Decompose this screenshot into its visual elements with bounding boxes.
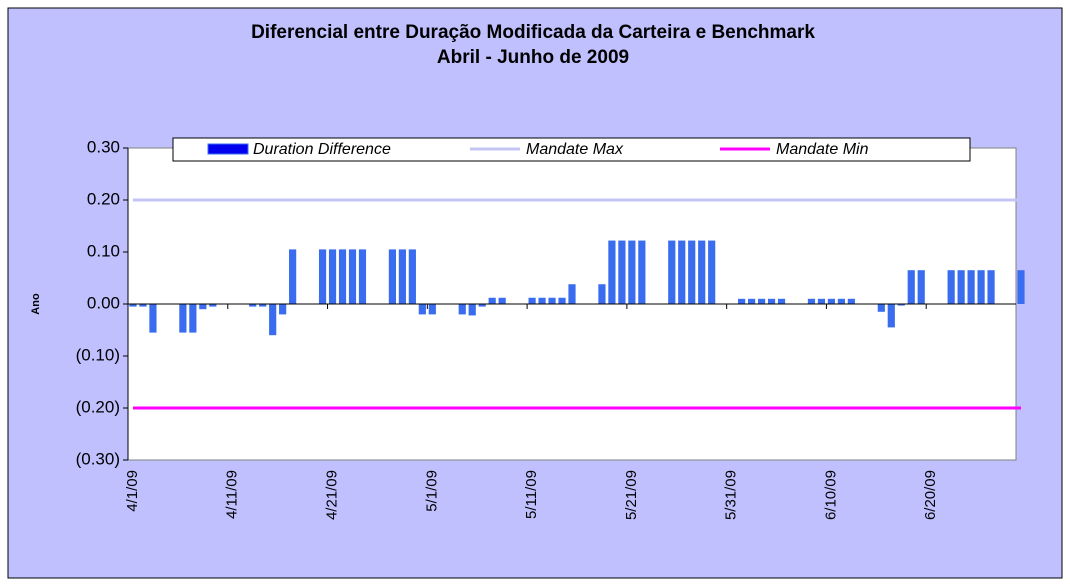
bar [149,304,157,333]
bar [817,298,826,304]
bar [967,270,975,304]
bar [129,304,137,307]
bar [199,304,207,310]
bar [738,298,746,304]
bar [608,240,616,304]
legend-label: Mandate Max [526,141,624,158]
x-tick-label: 5/11/09 [523,470,540,519]
bar [907,270,915,304]
x-tick-label: 6/20/09 [922,470,939,520]
bar [279,304,287,315]
x-tick-label: 4/21/09 [324,470,341,520]
bar [358,249,367,304]
bar [957,270,965,304]
bar [987,270,995,304]
y-tick-label: (0.30) [76,449,120,468]
bar [678,240,686,304]
bar [468,304,476,316]
bar [568,284,576,304]
bar [947,270,955,304]
bar [418,304,426,315]
bar [528,297,536,304]
bar [488,297,496,304]
bar [777,298,786,304]
bar [398,249,406,304]
bar [328,249,337,304]
bar [498,297,506,304]
bar [179,304,187,333]
y-tick-label: 0.10 [87,241,120,260]
bar [318,249,327,304]
bar [827,298,836,304]
bar [668,240,676,304]
bar [887,304,895,328]
bar [269,304,277,336]
bar [708,240,716,304]
x-tick-label: 6/10/09 [822,470,839,520]
legend-label: Duration Difference [253,141,391,158]
legend [172,137,971,162]
bar [249,304,257,307]
bar [767,298,776,304]
y-tick-label: 0.30 [87,137,120,156]
legend-label: Mandate Min [776,141,869,158]
bar [348,249,357,304]
chart-title: Diferencial entre Duração Modificada da … [251,22,815,43]
bar [757,298,766,304]
bar [209,304,217,307]
bar [259,304,267,307]
bar [847,298,855,304]
bar [598,284,606,304]
y-tick-label: 0.20 [87,189,120,208]
bar [897,304,905,306]
bar [917,270,925,304]
y-tick-label: (0.20) [76,397,120,416]
chart-subtitle: Abril - Junho de 2009 [437,47,629,68]
bar [638,240,646,304]
bar [139,304,147,307]
bar [428,304,436,315]
y-axis-label: Ano [30,293,42,315]
bar [877,304,885,312]
bar [388,249,396,304]
bar [478,304,486,307]
bar [189,304,197,333]
bar [558,297,566,304]
x-tick-label: 4/1/09 [124,470,141,512]
bar [698,240,706,304]
bar [548,297,556,304]
bar [748,298,756,304]
bar [837,298,845,304]
bar [1017,270,1025,304]
bar [289,249,297,304]
x-tick-label: 5/31/09 [723,470,740,520]
x-tick-label: 5/1/09 [423,470,440,512]
x-tick-label: 4/11/09 [224,470,241,519]
bar [618,240,626,304]
legend-swatch [207,143,249,155]
y-tick-label: (0.10) [76,345,120,364]
bar [458,304,466,315]
bar [807,298,816,304]
bar [538,297,546,304]
bar [628,240,636,304]
bar [977,270,985,304]
y-tick-label: 0.00 [87,293,120,312]
bar [408,249,416,304]
bar [338,249,347,304]
x-tick-label: 5/21/09 [623,470,640,520]
bar [688,240,696,304]
